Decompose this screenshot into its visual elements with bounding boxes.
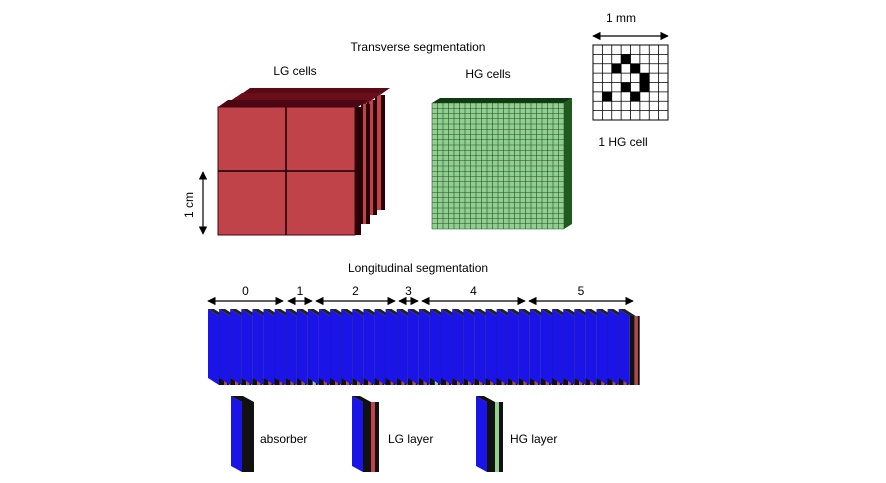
- section-label-1: 1: [297, 284, 304, 298]
- absorber-plate: [307, 309, 319, 385]
- absorber-plate: [463, 309, 475, 385]
- lg-layer: [634, 316, 638, 385]
- inset-filled-cell: [621, 54, 631, 64]
- absorber-plate: [541, 309, 552, 385]
- hg-cell-block: [431, 98, 572, 230]
- absorber-plate: [241, 309, 253, 385]
- inset-filled-cell: [630, 63, 640, 74]
- hg-cell-inset-grid: [592, 44, 669, 121]
- absorber-plate: [474, 309, 486, 385]
- section-label-2: 2: [352, 284, 359, 298]
- transverse-title: Transverse segmentation: [351, 40, 486, 54]
- absorber-plate: [563, 309, 575, 385]
- lg-layer-swatch: [371, 402, 375, 472]
- absorber-plate: [596, 309, 608, 385]
- absorber-plate: [252, 309, 264, 385]
- section-label-5: 5: [578, 284, 585, 298]
- longitudinal-layer-stack: [208, 309, 640, 385]
- lg-cells-label: LG cells: [273, 64, 316, 78]
- absorber-plate: [507, 309, 519, 385]
- section-label-0: 0: [242, 284, 249, 298]
- absorber-plate: [552, 309, 564, 385]
- hg-layer-swatch: [495, 402, 499, 472]
- absorber-plate: [585, 309, 597, 385]
- hg-cells-label: HG cells: [465, 67, 510, 81]
- absorber-plate: [452, 309, 464, 385]
- inset-filled-cell: [611, 63, 622, 74]
- lg-layer-label: LG layer: [388, 432, 433, 446]
- hg-layer-label: HG layer: [510, 432, 557, 446]
- mm-scale-label: 1 mm: [606, 11, 636, 25]
- absorber-plate: [274, 309, 286, 385]
- absorber-plate: [485, 309, 497, 385]
- absorber-plate: [230, 309, 242, 385]
- absorber-plate: [352, 309, 364, 385]
- absorber-plate: [529, 309, 541, 385]
- absorber-plate: [496, 309, 508, 385]
- hg-cell-caption: 1 HG cell: [598, 135, 647, 149]
- inset-filled-cell: [639, 73, 650, 83]
- absorber-plate: [396, 309, 408, 385]
- absorber-plate: [208, 309, 219, 385]
- absorber-plate: [319, 309, 330, 385]
- absorber-plate: [285, 309, 297, 385]
- absorber-plate: [341, 309, 353, 385]
- absorber-plate: [607, 309, 619, 385]
- inset-filled-cell: [602, 91, 612, 102]
- inset-filled-cell: [621, 82, 631, 92]
- lg-cell-block: [217, 88, 390, 236]
- absorber-plate: [385, 309, 397, 385]
- absorber-plate: [418, 309, 430, 385]
- layer-unit: [618, 309, 640, 385]
- section-label-3: 3: [405, 284, 412, 298]
- absorber-label: absorber: [260, 432, 307, 446]
- absorber-plate: [219, 309, 231, 385]
- absorber-plate: [263, 309, 275, 385]
- legend-absorber: absorber: [231, 396, 307, 472]
- longitudinal-section-arrows: 0 1 2 3 4 5: [207, 284, 634, 306]
- absorber-plate: [430, 309, 441, 385]
- absorber-plate: [374, 309, 386, 385]
- absorber-plate: [330, 309, 342, 385]
- absorber-plate: [518, 309, 530, 385]
- inset-filled-cell: [630, 91, 640, 102]
- legend-hg-layer: HG layer: [476, 396, 557, 472]
- legend-lg-layer: LG layer: [352, 396, 433, 472]
- absorber-plate: [618, 309, 630, 385]
- absorber-plate: [363, 309, 375, 385]
- absorber-plate: [574, 309, 586, 385]
- cm-scale-label: 1 cm: [182, 192, 196, 218]
- inset-filled-cell: [639, 82, 650, 92]
- longitudinal-title: Longitudinal segmentation: [348, 261, 488, 275]
- absorber-plate: [441, 309, 453, 385]
- absorber-plate: [407, 309, 419, 385]
- absorber-swatch: [231, 396, 242, 472]
- absorber-plate: [296, 309, 308, 385]
- section-label-4: 4: [470, 284, 477, 298]
